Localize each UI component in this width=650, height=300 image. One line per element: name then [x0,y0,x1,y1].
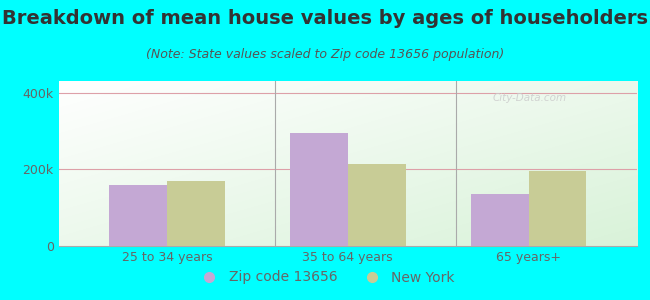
Bar [290,133,348,246]
Bar [348,164,406,246]
Text: (Note: State values scaled to Zip code 13656 population): (Note: State values scaled to Zip code 1… [146,48,504,61]
Text: Breakdown of mean house values by ages of householders: Breakdown of mean house values by ages o… [2,9,648,28]
Legend: Zip code 13656, New York: Zip code 13656, New York [190,265,460,290]
Bar [167,181,225,246]
Bar [528,171,586,246]
Text: City-Data.com: City-Data.com [493,92,567,103]
Bar [471,194,528,246]
Bar [109,184,167,246]
